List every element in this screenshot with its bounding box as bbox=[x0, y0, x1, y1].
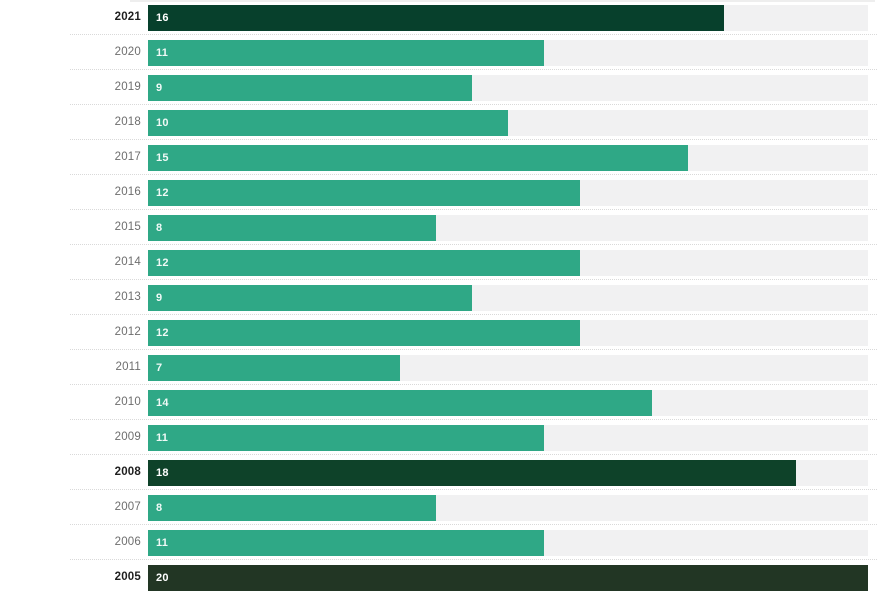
bar-track: 11 bbox=[148, 530, 868, 556]
chart-row: 2006 11 bbox=[0, 525, 893, 560]
value-bar[interactable]: 11 bbox=[148, 425, 544, 451]
year-label: 2007 bbox=[114, 501, 141, 513]
bar-track: 8 bbox=[148, 495, 868, 521]
year-label: 2014 bbox=[114, 256, 141, 268]
year-label: 2011 bbox=[115, 361, 141, 373]
value-label: 18 bbox=[156, 467, 169, 479]
bar-track: 12 bbox=[148, 320, 868, 346]
bar-track: 11 bbox=[148, 425, 868, 451]
year-label: 2017 bbox=[114, 151, 141, 163]
bar-track: 14 bbox=[148, 390, 868, 416]
value-bar[interactable]: 9 bbox=[148, 285, 472, 311]
value-bar[interactable]: 16 bbox=[148, 5, 724, 31]
year-label: 2005 bbox=[114, 571, 141, 583]
year-label: 2006 bbox=[114, 536, 141, 548]
year-label: 2013 bbox=[114, 291, 141, 303]
chart-row: 2013 9 bbox=[0, 280, 893, 315]
value-bar[interactable]: 20 bbox=[148, 565, 868, 591]
value-bar[interactable]: 8 bbox=[148, 215, 436, 241]
value-label: 9 bbox=[156, 82, 163, 94]
chart-row: 2017 15 bbox=[0, 140, 893, 175]
value-label: 11 bbox=[156, 47, 169, 59]
bar-track: 18 bbox=[148, 460, 868, 486]
value-bar[interactable]: 8 bbox=[148, 495, 436, 521]
chart-row: 2014 12 bbox=[0, 245, 893, 280]
bar-track: 10 bbox=[148, 110, 868, 136]
value-label: 11 bbox=[156, 537, 169, 549]
bar-track: 7 bbox=[148, 355, 868, 381]
value-label: 12 bbox=[156, 327, 169, 339]
value-label: 11 bbox=[156, 432, 169, 444]
chart-row: 2008 18 bbox=[0, 455, 893, 490]
year-label: 2009 bbox=[114, 431, 141, 443]
chart-row: 2021 16 bbox=[0, 0, 893, 35]
chart-row: 2005 20 bbox=[0, 560, 893, 595]
year-label: 2019 bbox=[114, 81, 141, 93]
value-bar[interactable]: 12 bbox=[148, 180, 580, 206]
year-label: 2012 bbox=[114, 326, 141, 338]
value-label: 8 bbox=[156, 502, 163, 514]
value-bar[interactable]: 15 bbox=[148, 145, 688, 171]
value-label: 20 bbox=[156, 572, 169, 584]
value-bar[interactable]: 12 bbox=[148, 250, 580, 276]
bar-track: 20 bbox=[148, 565, 868, 591]
chart-row: 2016 12 bbox=[0, 175, 893, 210]
chart-row: 2007 8 bbox=[0, 490, 893, 525]
bar-track: 12 bbox=[148, 180, 868, 206]
chart-row: 2019 9 bbox=[0, 70, 893, 105]
chart-row: 2018 10 bbox=[0, 105, 893, 140]
year-label: 2008 bbox=[114, 466, 141, 478]
chart-row: 2020 11 bbox=[0, 35, 893, 70]
value-label: 10 bbox=[156, 117, 169, 129]
chart-row: 2012 12 bbox=[0, 315, 893, 350]
year-label: 2020 bbox=[114, 46, 141, 58]
value-bar[interactable]: 14 bbox=[148, 390, 652, 416]
value-bar[interactable]: 7 bbox=[148, 355, 400, 381]
value-bar[interactable]: 11 bbox=[148, 530, 544, 556]
value-label: 14 bbox=[156, 397, 169, 409]
chart-row: 2011 7 bbox=[0, 350, 893, 385]
value-label: 12 bbox=[156, 257, 169, 269]
bar-track: 12 bbox=[148, 250, 868, 276]
value-bar[interactable]: 18 bbox=[148, 460, 796, 486]
chart-row: 2015 8 bbox=[0, 210, 893, 245]
bar-track: 15 bbox=[148, 145, 868, 171]
value-bar[interactable]: 10 bbox=[148, 110, 508, 136]
value-label: 16 bbox=[156, 12, 169, 24]
value-bar[interactable]: 9 bbox=[148, 75, 472, 101]
bar-track: 8 bbox=[148, 215, 868, 241]
bar-track: 16 bbox=[148, 5, 868, 31]
year-label: 2021 bbox=[114, 11, 141, 23]
cutoff-row-track-sliver bbox=[130, 0, 875, 2]
value-bar[interactable]: 11 bbox=[148, 40, 544, 66]
year-label: 2018 bbox=[114, 116, 141, 128]
bar-track: 9 bbox=[148, 285, 868, 311]
chart-row: 2009 11 bbox=[0, 420, 893, 455]
year-label: 2010 bbox=[114, 396, 141, 408]
value-bar[interactable]: 12 bbox=[148, 320, 580, 346]
year-label: 2015 bbox=[114, 221, 141, 233]
value-label: 12 bbox=[156, 187, 169, 199]
value-label: 8 bbox=[156, 222, 163, 234]
value-label: 15 bbox=[156, 152, 169, 164]
year-label: 2016 bbox=[114, 186, 141, 198]
value-label: 7 bbox=[156, 362, 163, 374]
value-label: 9 bbox=[156, 292, 163, 304]
chart-row: 2010 14 bbox=[0, 385, 893, 420]
bar-track: 11 bbox=[148, 40, 868, 66]
bar-track: 9 bbox=[148, 75, 868, 101]
